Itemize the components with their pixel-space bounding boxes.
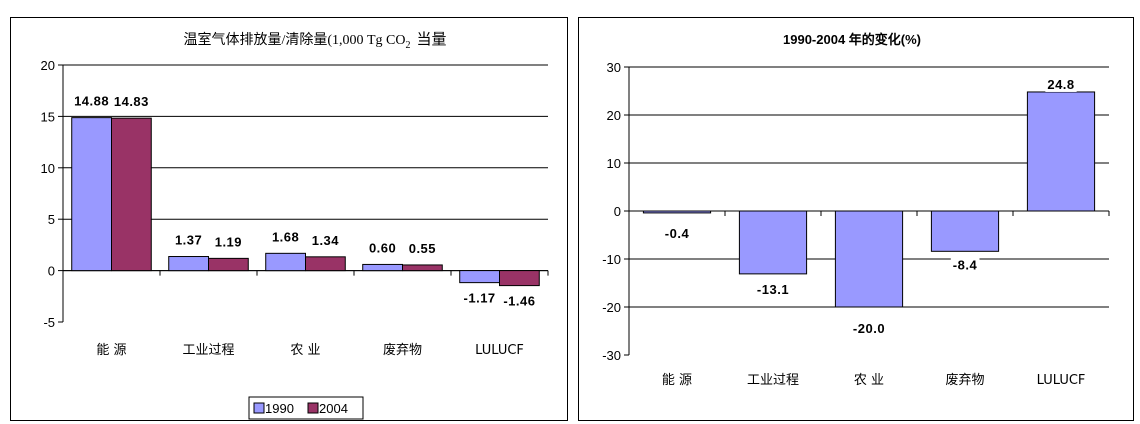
bar [402,264,443,272]
bar [208,257,249,272]
data-label: 1.68 [272,229,299,244]
y-tick-label: 10 [607,156,621,171]
data-label: 24.8 [1047,77,1074,92]
left-chart-svg: 温室气体排放量/清除量(1,000 Tg CO2 当量 -5 0 5 10 15 20 能 源… [41,31,549,420]
category-label: 工业过程 [747,373,799,388]
bar [265,252,306,272]
legend-label: 2004 [319,401,348,416]
bar [71,117,112,272]
data-label: -8.4 [953,257,978,272]
y-tick-label: -10 [602,252,621,267]
y-tick-label: 15 [41,109,55,124]
data-label: -20.0 [853,321,885,336]
bar [499,270,540,287]
data-label: 1.37 [175,233,202,248]
category-label: 农 业 [290,343,320,358]
y-tick-label: 10 [41,161,55,176]
data-label: -1.46 [503,294,535,309]
bar [642,210,712,214]
y-tick-label: 20 [607,108,621,123]
bar [930,210,1000,252]
data-label: 1.19 [215,234,242,249]
y-tick-label: 30 [607,60,621,75]
data-label: -1.17 [464,291,496,306]
data-label-background [662,225,692,241]
data-label: 0.60 [369,240,396,255]
left-title-subscript: 2 [406,40,411,51]
y-tick-label: 0 [614,204,621,219]
y-tick-label: -20 [602,300,621,315]
bar [459,270,501,284]
category-label: 废弃物 [383,342,422,358]
left-title-suffix: 当量 [417,31,447,48]
category-label: 能 源 [96,343,126,358]
data-label-background [850,321,888,336]
legend-label: 1990 [265,401,294,416]
bar [834,210,904,308]
data-label-background [754,281,792,297]
right-chart-panel: 1990-2004 年的变化(%) -30 -20 -10 0 10 20 30 能 源 工业过… [578,17,1134,421]
y-tick-label: -5 [43,315,55,330]
right-chart-svg: 1990-2004 年的变化(%) -30 -20 -10 0 10 20 30 能 源 工业过… [602,32,1110,388]
bar [362,263,404,272]
category-label: 废弃物 [945,372,984,388]
category-label: 农 业 [854,373,884,388]
bar [738,210,808,275]
left-chart-title: 温室气体排放量/清除量(1,000 Tg CO2 当量 [183,31,446,51]
legend-swatch [253,402,265,414]
category-label: LULUCF [475,343,524,358]
data-label: 0.55 [409,241,436,256]
category-label: LULUCF [1037,373,1086,388]
data-label: 14.88 [74,94,109,109]
category-label: 工业过程 [182,343,234,358]
bar [305,256,346,272]
bar [1026,91,1096,212]
legend-box [248,396,364,420]
y-tick-label: 20 [41,58,55,73]
bar [111,117,152,272]
data-label-background [1045,76,1077,92]
y-tick-label: 0 [48,264,55,279]
data-label: 1.34 [312,233,340,248]
y-tick-label: -30 [602,348,621,363]
bar [168,256,209,272]
data-label: -13.1 [757,282,789,297]
left-title-main: 温室气体排放量/清除量(1,000 Tg CO [183,31,405,48]
data-label: 14.83 [114,94,149,109]
left-chart-panel: 温室气体排放量/清除量(1,000 Tg CO2 当量 -5 0 5 10 15 20 能 源… [10,17,568,421]
legend-swatch [307,402,319,414]
data-label-background [950,257,980,273]
data-label: -0.4 [665,226,690,241]
legend: 1990 2004 [248,396,364,420]
y-tick-label: 5 [48,212,55,227]
right-chart-title: 1990-2004 年的变化(%) [783,32,921,47]
category-label: 能 源 [662,373,692,388]
